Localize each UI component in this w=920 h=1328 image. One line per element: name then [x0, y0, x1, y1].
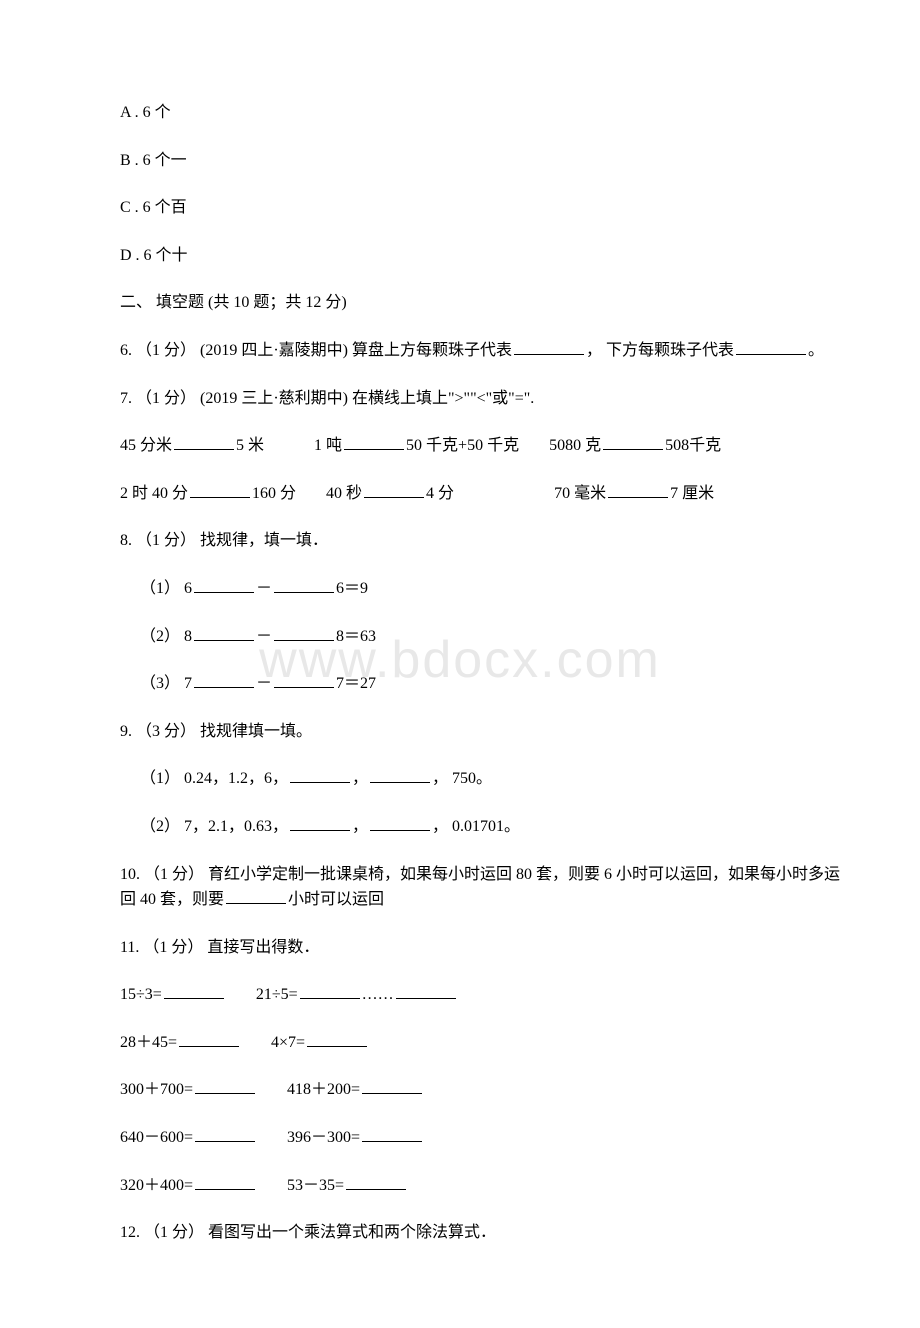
option-d: D . 6 个十 [80, 243, 840, 269]
q11-r5-a: 320＋400= [120, 1177, 193, 1194]
q8-s1-blank-1 [194, 577, 254, 593]
q9-sub-2: （2） 7，2.1，0.63， ， ， 0.01701。 [80, 814, 840, 840]
section-2-title: 二、 填空题 (共 10 题；共 12 分) [80, 290, 840, 316]
q11-r5-blank-1 [195, 1174, 255, 1190]
q7-row-2: 2 时 40 分 160 分 40 秒 4 分 70 毫米 7 厘米 [80, 481, 840, 507]
q7-r1-e: 5080 克 [549, 437, 601, 454]
q9-s2-blank-2 [370, 815, 430, 831]
q8-s2-c: 8＝63 [336, 628, 376, 645]
q8-s1-blank-2 [274, 577, 334, 593]
q6-prefix: 6. （1 分） (2019 四上·嘉陵期中) 算盘上方每颗珠子代表 [120, 342, 512, 359]
q7-r1-blank-1 [174, 434, 234, 450]
q7-r1-blank-2 [344, 434, 404, 450]
q11-r3-b: 418＋200= [287, 1081, 360, 1098]
q11-r3-a: 300＋700= [120, 1081, 193, 1098]
q8-s3-c: 7＝27 [336, 675, 376, 692]
q7-r1-blank-3 [603, 434, 663, 450]
q9-s1-c: ， 750。 [432, 770, 492, 787]
q11-r2-b: 4×7= [271, 1034, 305, 1051]
q11-r5-blank-2 [346, 1174, 406, 1190]
question-12: 12. （1 分） 看图写出一个乘法算式和两个除法算式． [80, 1220, 840, 1246]
q11-row-1: 15÷3= 21÷5= …… [80, 982, 840, 1008]
q6-blank-2 [736, 339, 806, 355]
question-8: 8. （1 分） 找规律，填一填． [80, 528, 840, 554]
q8-s2-blank-1 [194, 625, 254, 641]
q10-suffix: 小时可以运回 [288, 891, 384, 908]
question-10: 10. （1 分） 育红小学定制一批课桌椅，如果每小时运回 80 套，则要 6 … [80, 862, 840, 913]
q11-r4-blank-1 [195, 1126, 255, 1142]
q11-r2-blank-2 [307, 1031, 367, 1047]
q9-s2-blank-1 [290, 815, 350, 831]
q7-r2-e: 70 毫米 [554, 485, 606, 502]
q8-sub-2: （2） 8 － 8＝63 [80, 624, 840, 650]
q7-r1-a: 45 分米 [120, 437, 172, 454]
q7-r2-a: 2 时 40 分 [120, 485, 188, 502]
q8-s3-blank-2 [274, 672, 334, 688]
q11-r1-blank-3 [396, 983, 456, 999]
option-b: B . 6 个一 [80, 148, 840, 174]
q11-r3-blank-2 [362, 1078, 422, 1094]
q7-r2-blank-3 [608, 482, 668, 498]
q10-blank [226, 888, 286, 904]
q8-s1-b: － [256, 580, 272, 597]
q7-r1-f: 508千克 [665, 437, 721, 454]
q11-row-4: 640－600= 396－300= [80, 1125, 840, 1151]
q11-row-3: 300＋700= 418＋200= [80, 1077, 840, 1103]
q6-mid: ， 下方每颗珠子代表 [586, 342, 734, 359]
q9-s2-a: （2） 7，2.1，0.63， [140, 818, 288, 835]
q7-r2-c: 40 秒 [326, 485, 362, 502]
q7-r2-f: 7 厘米 [670, 485, 714, 502]
q9-s1-blank-1 [290, 767, 350, 783]
q11-r1-c: …… [362, 986, 394, 1003]
q7-r2-blank-2 [364, 482, 424, 498]
q11-r2-blank-1 [179, 1031, 239, 1047]
q7-r2-b: 160 分 [252, 485, 296, 502]
q7-r1-c: 1 吨 [314, 437, 342, 454]
q11-r4-b: 396－300= [287, 1129, 360, 1146]
q9-s1-a: （1） 0.24，1.2，6， [140, 770, 288, 787]
q11-r1-b: 21÷5= [256, 986, 298, 1003]
document-content: A . 6 个 B . 6 个一 C . 6 个百 D . 6 个十 二、 填空… [80, 100, 840, 1246]
q11-r1-blank-1 [164, 983, 224, 999]
q8-s2-b: － [256, 628, 272, 645]
q8-s3-blank-1 [194, 672, 254, 688]
q11-row-2: 28＋45= 4×7= [80, 1030, 840, 1056]
q7-r2-d: 4 分 [426, 485, 454, 502]
q7-r1-b: 5 米 [236, 437, 264, 454]
question-7: 7. （1 分） (2019 三上·慈利期中) 在横线上填上">""<"或"="… [80, 386, 840, 412]
q7-r1-d: 50 千克+50 千克 [406, 437, 519, 454]
q8-s3-a: （3） 7 [140, 675, 192, 692]
question-11: 11. （1 分） 直接写出得数． [80, 935, 840, 961]
q11-row-5: 320＋400= 53－35= [80, 1173, 840, 1199]
q11-r5-b: 53－35= [287, 1177, 344, 1194]
q11-r4-a: 640－600= [120, 1129, 193, 1146]
q9-s2-b: ， [352, 818, 368, 835]
q8-s1-a: （1） 6 [140, 580, 192, 597]
option-a: A . 6 个 [80, 100, 840, 126]
question-9: 9. （3 分） 找规律填一填。 [80, 719, 840, 745]
q7-row-1: 45 分米 5 米 1 吨 50 千克+50 千克 5080 克 508千克 [80, 433, 840, 459]
q11-r2-a: 28＋45= [120, 1034, 177, 1051]
question-6: 6. （1 分） (2019 四上·嘉陵期中) 算盘上方每颗珠子代表 ， 下方每颗… [80, 338, 840, 364]
q11-r4-blank-2 [362, 1126, 422, 1142]
q8-s3-b: － [256, 675, 272, 692]
q11-r1-a: 15÷3= [120, 986, 162, 1003]
q11-r3-blank-1 [195, 1078, 255, 1094]
q8-s1-c: 6＝9 [336, 580, 368, 597]
q11-r1-blank-2 [300, 983, 360, 999]
q9-s1-blank-2 [370, 767, 430, 783]
q8-s2-a: （2） 8 [140, 628, 192, 645]
q8-s2-blank-2 [274, 625, 334, 641]
q8-sub-1: （1） 6 － 6＝9 [80, 576, 840, 602]
q6-suffix: 。 [808, 342, 824, 359]
q9-sub-1: （1） 0.24，1.2，6， ， ， 750。 [80, 766, 840, 792]
q6-blank-1 [514, 339, 584, 355]
q7-r2-blank-1 [190, 482, 250, 498]
option-c: C . 6 个百 [80, 195, 840, 221]
q9-s2-c: ， 0.01701。 [432, 818, 520, 835]
q9-s1-b: ， [352, 770, 368, 787]
q8-sub-3: （3） 7 － 7＝27 [80, 671, 840, 697]
